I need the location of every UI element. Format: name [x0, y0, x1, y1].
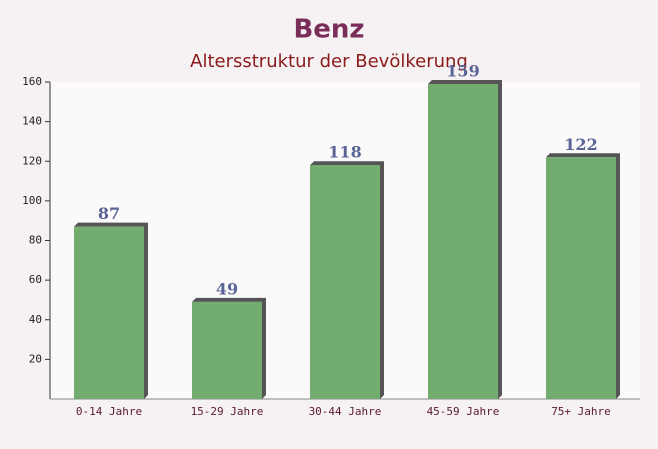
y-tick-label: 160 [22, 75, 42, 88]
x-tick-label: 45-59 Jahre [427, 405, 500, 418]
x-tick-label: 75+ Jahre [551, 405, 611, 418]
y-tick-label: 140 [22, 115, 42, 128]
value-label: 122 [564, 135, 597, 154]
x-tick-label: 15-29 Jahre [191, 405, 264, 418]
value-label: 118 [328, 143, 361, 162]
y-tick-label: 40 [29, 313, 42, 326]
x-tick-label: 0-14 Jahre [76, 405, 142, 418]
y-tick-label: 100 [22, 194, 42, 207]
chart-title: Benz [293, 15, 364, 45]
value-label: 87 [98, 204, 120, 223]
y-tick-label: 20 [29, 352, 42, 365]
y-tick-label: 80 [29, 234, 42, 247]
bar [192, 301, 262, 399]
y-tick-label: 120 [22, 154, 42, 167]
value-label: 159 [446, 61, 479, 80]
bar [74, 226, 144, 399]
value-label: 49 [216, 279, 238, 298]
y-tick-label: 60 [29, 273, 42, 286]
bar [310, 165, 380, 399]
bar [546, 157, 616, 399]
chart-subtitle: Altersstruktur der Bevölkerung [190, 51, 468, 72]
bar [428, 83, 498, 399]
x-tick-label: 30-44 Jahre [309, 405, 382, 418]
